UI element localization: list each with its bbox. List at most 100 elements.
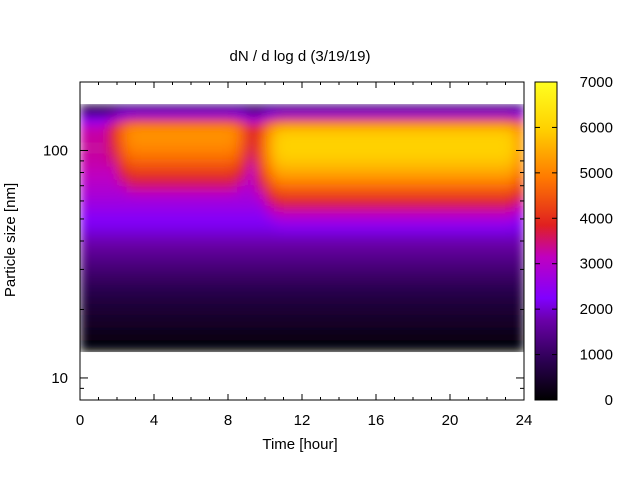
heatmap-cell: [144, 240, 155, 248]
colorbar-tick-label: 5000: [580, 165, 613, 182]
heatmap-cell: [311, 246, 322, 254]
heatmap-cell: [172, 240, 183, 248]
heatmap-cell: [200, 333, 211, 341]
heatmap-cell: [394, 203, 405, 211]
heatmap-cell: [292, 166, 303, 173]
heatmap-cell: [200, 197, 211, 204]
heatmap-cell: [413, 116, 423, 124]
heatmap-cell: [320, 228, 331, 235]
heatmap-cell: [144, 228, 155, 235]
heatmap-cell: [311, 104, 322, 111]
heatmap-cell: [163, 110, 174, 118]
heatmap-cell: [255, 345, 266, 353]
heatmap-cell: [163, 339, 174, 347]
heatmap-cell: [496, 345, 507, 353]
heatmap-cell: [348, 240, 359, 248]
heatmap-cell: [339, 290, 349, 297]
heatmap-cell: [477, 203, 488, 211]
heatmap-cell: [218, 234, 229, 242]
heatmap-cell: [117, 283, 127, 291]
heatmap-cell: [237, 141, 248, 149]
heatmap-cell: [357, 172, 368, 180]
heatmap-cell: [450, 246, 460, 254]
heatmap-cell: [422, 197, 433, 204]
heatmap-cell: [154, 215, 164, 223]
heatmap-cell: [135, 209, 146, 217]
heatmap-cell: [385, 259, 396, 266]
heatmap-cell: [200, 302, 211, 310]
heatmap-cell: [320, 203, 331, 211]
heatmap-cell: [255, 166, 266, 173]
heatmap-cell: [450, 321, 460, 328]
heatmap-cell: [191, 104, 201, 111]
heatmap-cell: [181, 321, 192, 328]
heatmap-cell: [487, 302, 497, 310]
heatmap-cell: [274, 321, 285, 328]
heatmap-cell: [181, 327, 192, 335]
heatmap-cell: [496, 333, 507, 341]
heatmap-cell: [126, 221, 137, 229]
heatmap-cell: [431, 252, 442, 260]
heatmap-cell: [292, 128, 303, 136]
heatmap-cell: [98, 345, 109, 353]
heatmap-cell: [191, 271, 201, 279]
heatmap-cell: [413, 178, 423, 186]
heatmap-cell: [191, 246, 201, 254]
heatmap-cell: [450, 178, 460, 186]
heatmap-cell: [329, 321, 340, 328]
heatmap-cell: [218, 153, 229, 161]
heatmap-cell: [89, 135, 100, 142]
heatmap-cell: [181, 234, 192, 242]
heatmap-cell: [80, 122, 90, 130]
heatmap-cell: [394, 104, 405, 111]
heatmap-cell: [339, 141, 349, 149]
heatmap-cell: [218, 333, 229, 341]
heatmap-cell: [237, 147, 248, 155]
heatmap-cell: [181, 333, 192, 341]
heatmap-cell: [255, 302, 266, 310]
heatmap-cell: [98, 283, 109, 291]
heatmap-cell: [255, 228, 266, 235]
heatmap-cell: [431, 159, 442, 167]
heatmap-cell: [496, 209, 507, 217]
heatmap-cell: [311, 116, 322, 124]
heatmap-cell: [468, 221, 479, 229]
heatmap-cell: [329, 259, 340, 266]
heatmap-cell: [163, 159, 174, 167]
heatmap-cell: [135, 345, 146, 353]
heatmap-cell: [329, 178, 340, 186]
heatmap-cell: [191, 135, 201, 142]
heatmap-cell: [274, 290, 285, 297]
heatmap-cell: [98, 302, 109, 310]
heatmap-cell: [422, 122, 433, 130]
heatmap-cell: [514, 314, 524, 322]
heatmap-cell: [357, 203, 368, 211]
heatmap-cell: [302, 290, 312, 297]
heatmap-cell: [172, 321, 183, 328]
heatmap-cell: [181, 122, 192, 130]
heatmap-cell: [274, 141, 285, 149]
heatmap-cell: [265, 339, 275, 347]
heatmap-cell: [163, 234, 174, 242]
heatmap-cell: [172, 110, 183, 118]
y-tick-label: 100: [43, 142, 68, 159]
heatmap-cell: [431, 104, 442, 111]
heatmap-cell: [237, 184, 248, 192]
heatmap-cell: [154, 147, 164, 155]
heatmap-cell: [255, 277, 266, 285]
heatmap-cell: [311, 228, 322, 235]
heatmap-cell: [89, 314, 100, 322]
heatmap-cell: [154, 228, 164, 235]
heatmap-cell: [440, 110, 451, 118]
heatmap-cell: [320, 197, 331, 204]
heatmap-cell: [348, 135, 359, 142]
heatmap-cell: [191, 259, 201, 266]
heatmap-cell: [477, 178, 488, 186]
colorbar-tick-label: 7000: [580, 74, 613, 91]
heatmap-cell: [357, 265, 368, 273]
heatmap-cell: [218, 339, 229, 347]
heatmap-cell: [394, 190, 405, 198]
heatmap-cell: [265, 135, 275, 142]
heatmap-cell: [255, 141, 266, 149]
